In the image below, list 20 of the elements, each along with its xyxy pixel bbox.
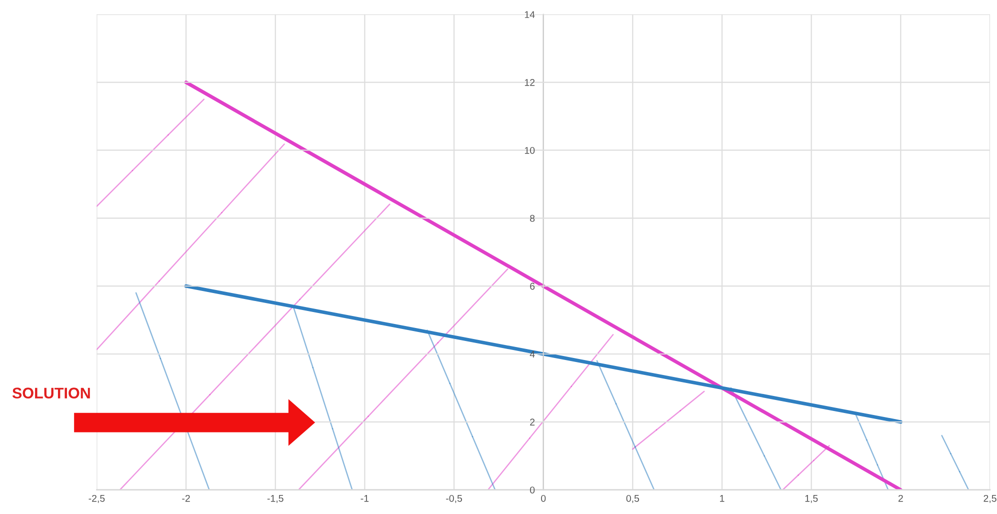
y-tick-label: 12	[524, 79, 535, 86]
x-tick-label: -1	[360, 495, 369, 502]
x-tick-label: 1,5	[805, 495, 818, 503]
x-tick-label: 2,5	[984, 494, 996, 503]
text: SOLUTION	[12, 388, 90, 398]
x-tick-label: 0,5	[626, 494, 640, 503]
y-tick-label: 6	[530, 282, 535, 290]
y-tick-label: 14	[524, 11, 535, 18]
y-tick-label: 0	[530, 486, 535, 494]
x-tick-label: 0	[541, 494, 546, 502]
x-tick-label: -2,5	[88, 494, 105, 503]
x-tick-label: -0,5	[446, 494, 462, 503]
x-tick-label: -1,5	[267, 495, 284, 503]
x-tick-label: 2	[898, 494, 903, 502]
x-tick-label: 1	[720, 495, 724, 502]
y-tick-label: 2	[530, 418, 535, 426]
line-series	[184, 284, 902, 424]
y-tick-label: 10	[524, 146, 535, 154]
y-tick-label: 8	[530, 214, 535, 222]
x-tick-label: -2	[182, 494, 190, 502]
